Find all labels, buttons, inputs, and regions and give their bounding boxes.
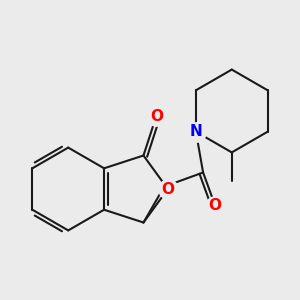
Text: N: N	[190, 124, 202, 139]
Text: O: O	[208, 198, 222, 213]
Text: O: O	[161, 182, 174, 196]
Text: O: O	[150, 109, 163, 124]
